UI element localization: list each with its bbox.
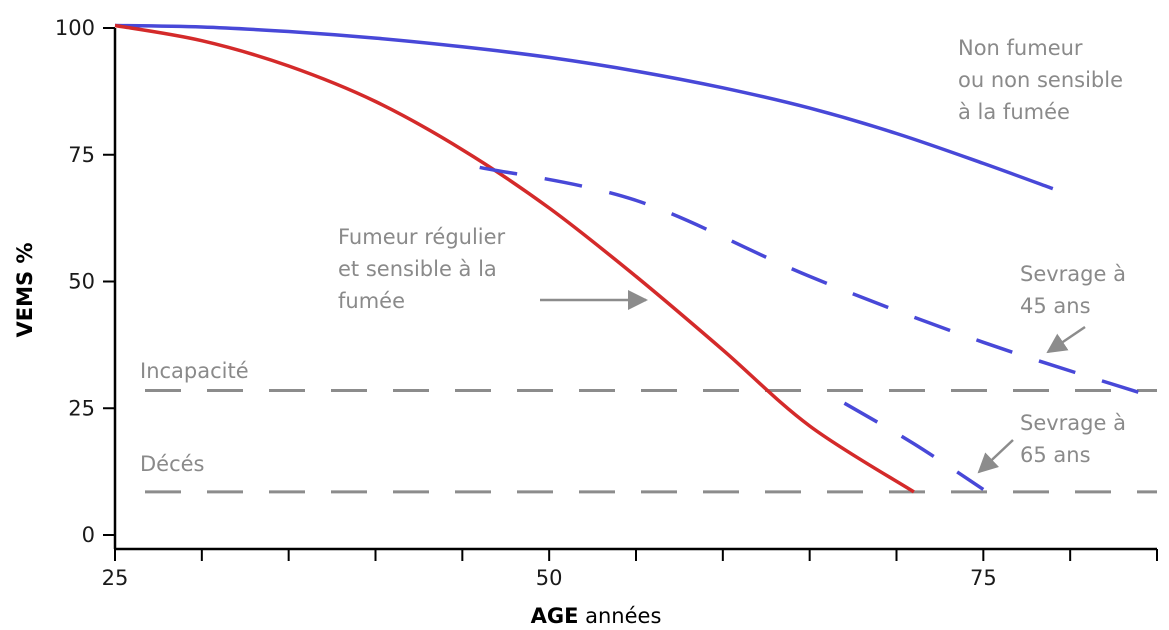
annotation-non-smoker-line: Non fumeur xyxy=(958,36,1083,60)
annotation-cessation-65-line: Sevrage à xyxy=(1020,411,1126,435)
series-line-cessation-45 xyxy=(479,165,1158,400)
x-axis-title-rest: années xyxy=(578,604,661,628)
series-line-smoker xyxy=(114,23,915,494)
x-axis-title-bold: AGE xyxy=(531,604,579,628)
annotation-smoker: Fumeur régulier et sensible à la fumée xyxy=(338,225,512,313)
annotation-cessation-45: Sevrage à 45 ans xyxy=(1020,262,1133,318)
y-tick-label: 0 xyxy=(82,523,95,547)
x-tick-label: 50 xyxy=(536,566,563,590)
annotation-cessation-65-line: 65 ans xyxy=(1020,443,1091,467)
x-tick-label: 75 xyxy=(970,566,997,590)
y-tick-label: 100 xyxy=(55,16,95,40)
annotation-non-smoker: Non fumeur ou non sensible à la fumée xyxy=(958,36,1130,124)
series-line-non-smoker xyxy=(114,23,1054,191)
annotation-smoker-line: fumée xyxy=(338,289,405,313)
x-tick-label: 25 xyxy=(102,566,129,590)
annotation-cessation-45-line: Sevrage à xyxy=(1020,262,1126,286)
annotation-smoker-line: Fumeur régulier xyxy=(338,225,506,249)
threshold-label-deces: Décés xyxy=(140,452,205,476)
x-axis-title: AGE années xyxy=(531,604,662,628)
annotation-cessation-65: Sevrage à 65 ans xyxy=(1020,411,1133,467)
y-tick-label: 75 xyxy=(68,143,95,167)
annotation-non-smoker-line: à la fumée xyxy=(958,100,1070,124)
threshold-label-incapacite: Incapacité xyxy=(140,359,249,383)
annotation-cessation-45-arrow xyxy=(1046,325,1086,354)
annotation-smoker-line: et sensible à la xyxy=(338,257,497,281)
annotation-cessation-65-arrow xyxy=(977,439,1014,474)
series-line-cessation-65 xyxy=(843,401,985,491)
y-tick-label: 50 xyxy=(68,270,95,294)
y-axis-title: VEMS % xyxy=(13,243,37,338)
y-tick-label: 25 xyxy=(68,396,95,420)
annotation-cessation-45-line: 45 ans xyxy=(1020,294,1091,318)
annotation-non-smoker-line: ou non sensible xyxy=(958,68,1123,92)
